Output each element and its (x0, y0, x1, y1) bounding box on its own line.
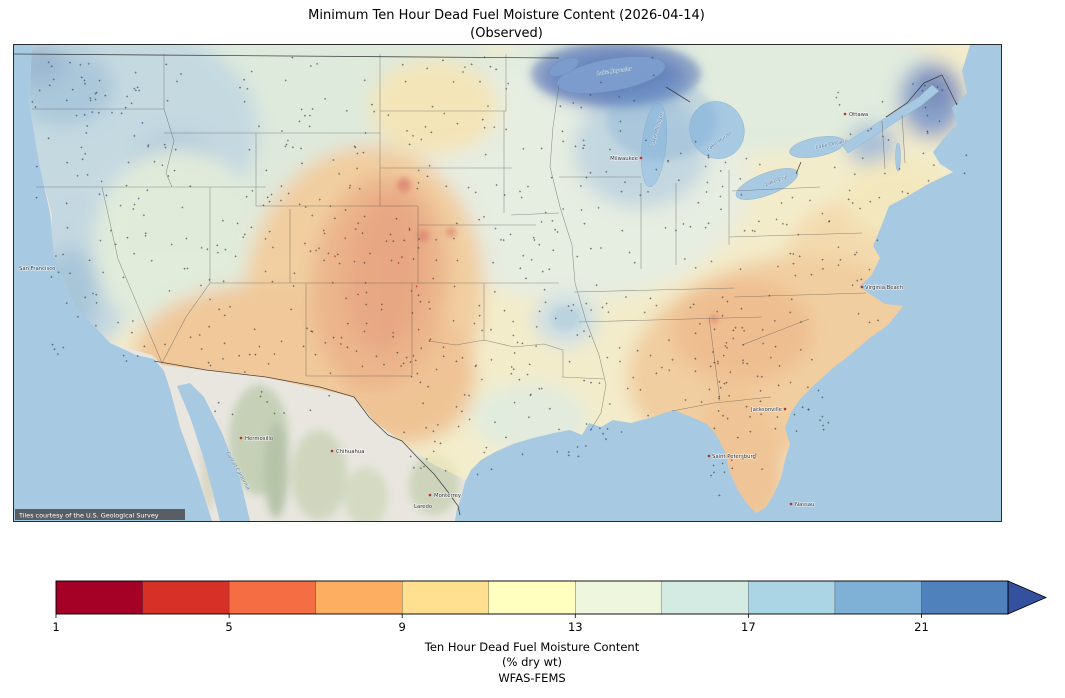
colorbar-segment (921, 580, 1009, 615)
city-label: Monterrey (434, 493, 461, 499)
country-borders (14, 53, 958, 516)
figure-title: Minimum Ten Hour Dead Fuel Moisture Cont… (13, 7, 1000, 43)
city-label: Laredo (414, 504, 432, 510)
colorbar-tick-label: 13 (568, 620, 583, 634)
colorbar-ticks: 1 5 9 13 17 21 (52, 614, 929, 634)
attribution: Tiles courtesy of the U.S. Geological Su… (15, 509, 185, 520)
city-dot (330, 449, 334, 453)
colorbar-segment (834, 580, 923, 615)
colorbar-segment (228, 580, 317, 615)
colorbar-caption-line3: WFAS-FEMS (498, 671, 566, 685)
city-dot (239, 436, 243, 440)
city-label: Saint Petersburg (712, 454, 756, 460)
lake-ontario (789, 136, 845, 158)
city-label: San Francisco (19, 266, 55, 272)
city-dot (428, 493, 432, 497)
city-label: Nassau (795, 502, 814, 508)
city-dot (707, 454, 711, 458)
colorbar-segment (748, 580, 836, 615)
colorbar-segments (55, 580, 1048, 615)
colorbar-tick-label: 5 (225, 620, 232, 634)
title-line-1: Minimum Ten Hour Dead Fuel Moisture Cont… (308, 8, 705, 23)
colorbar-segment (142, 580, 230, 615)
colorbar-tick-label: 17 (741, 620, 756, 634)
pacific-ocean (14, 45, 212, 521)
city-label: Virginia Beach (865, 285, 903, 291)
station-markers (31, 56, 968, 497)
lake-erie (735, 168, 799, 200)
station-marks-gray (31, 56, 968, 497)
lake-champlain (895, 142, 901, 172)
city-dot (843, 112, 847, 116)
colorbar-tick-label: 21 (914, 620, 929, 634)
gulf-of-california (177, 383, 250, 521)
station-marks-red (322, 228, 744, 375)
city-label: Chihuahua (336, 449, 364, 455)
station-marks-blue (35, 56, 944, 200)
city-dot (789, 502, 793, 506)
state-borders (32, 54, 906, 432)
colorbar-segment (315, 580, 403, 615)
city-label: Ottawa (849, 112, 868, 118)
city-label: Milwaukee (610, 156, 638, 162)
colorbar-segment (402, 580, 490, 615)
colorbar-tick-label: 9 (399, 620, 406, 634)
water-label: Lake Superior (596, 66, 633, 77)
atlantic-gulf (455, 45, 1001, 521)
colorbar-tick-label: 1 (52, 620, 59, 634)
colorbar-caption-line2: (% dry wt) (502, 655, 562, 669)
colorbar-segment (55, 580, 144, 615)
title-line-2: (Observed) (470, 26, 543, 41)
city-dot (783, 407, 787, 411)
colorbar-arrow (1007, 580, 1048, 615)
attribution-text: Tiles courtesy of the U.S. Geological Su… (18, 512, 159, 520)
colorbar-segment (488, 580, 577, 615)
city-label: Hermosillo (245, 436, 273, 442)
city-label: Jacksonville (750, 407, 782, 413)
city-dot (860, 285, 864, 289)
colorbar-segment (661, 580, 750, 615)
colorbar: 1 5 9 13 17 21 (52, 580, 1056, 639)
colorbar-segment (575, 580, 663, 615)
us-mexico-border (153, 360, 461, 516)
city-dot (639, 156, 643, 160)
lake-moisture-tint (531, 45, 717, 160)
ocean (14, 45, 1001, 521)
st-lawrence-river (841, 84, 940, 154)
colorbar-caption-line1: Ten Hour Dead Fuel Moisture Content (424, 640, 640, 654)
map: San Francisco Hermosillo Chihuahua Monterre… (13, 44, 1002, 522)
